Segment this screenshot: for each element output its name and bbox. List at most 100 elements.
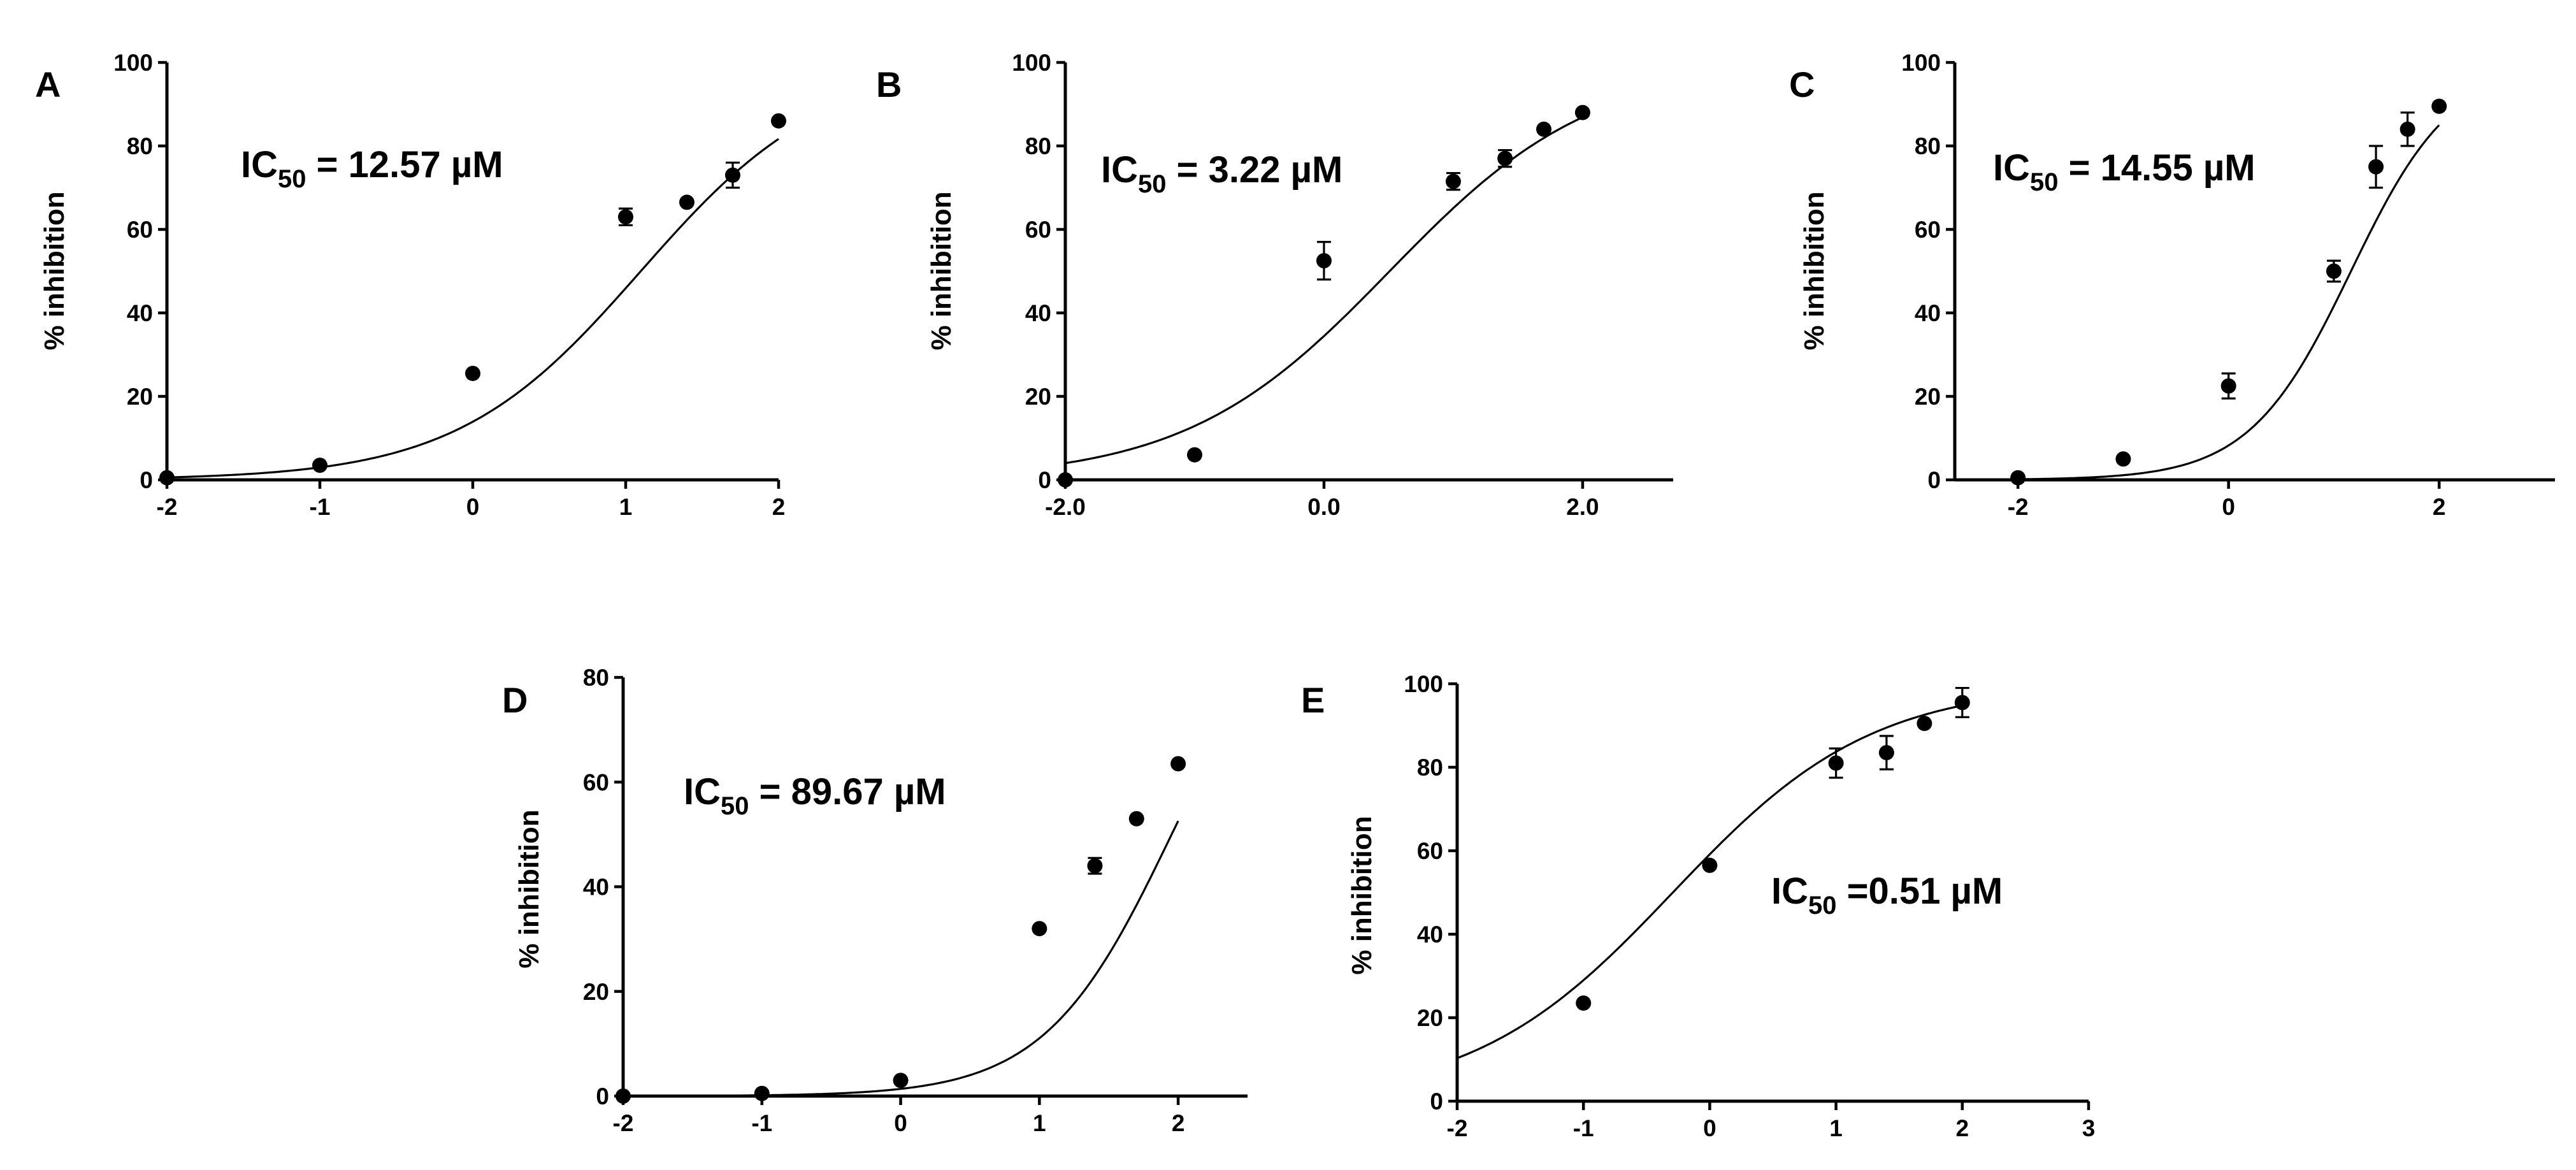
data-point	[1878, 745, 1894, 761]
y-tick-label: 0	[1927, 467, 1941, 493]
data-point	[1702, 857, 1718, 873]
ic50-value: = 89.67 µM	[749, 771, 946, 812]
panel-letter: D	[502, 680, 528, 720]
y-tick-label: 40	[583, 874, 609, 900]
data-point	[1828, 755, 1844, 771]
x-tick-label: -1	[1573, 1115, 1594, 1141]
x-tick-label: -2	[1447, 1115, 1468, 1141]
ic50-annotation: IC50 = 89.67 µM	[684, 771, 946, 820]
y-tick-label: 80	[1025, 133, 1051, 159]
panel-letter: C	[1789, 64, 1815, 105]
ic50-prefix: IC	[1101, 149, 1138, 191]
data-point	[754, 1085, 770, 1101]
y-tick-label: 0	[1038, 467, 1051, 493]
data-point	[2400, 121, 2415, 137]
data-point	[2431, 98, 2447, 114]
data-point	[2368, 159, 2384, 175]
x-tick-label: 2	[1956, 1115, 1969, 1141]
ic50-annotation: IC50 =0.51 µM	[1771, 870, 2003, 920]
x-tick-label: -2	[613, 1110, 634, 1136]
ic50-prefix: IC	[241, 144, 278, 185]
data-point	[159, 470, 175, 486]
y-tick-label: 60	[127, 217, 153, 243]
y-tick-label: 100	[1012, 50, 1051, 76]
y-tick-label: 60	[583, 769, 609, 795]
ic50-subscript: 50	[721, 792, 749, 820]
ic50-subscript: 50	[1138, 170, 1167, 198]
y-tick-label: 80	[1915, 133, 1941, 159]
y-axis-label: % inhibition	[39, 191, 70, 350]
data-point	[1170, 756, 1186, 772]
y-tick-label: 40	[1417, 921, 1443, 948]
data-point	[1917, 716, 1932, 732]
x-tick-label: 1	[1033, 1110, 1046, 1136]
ic50-prefix: IC	[1771, 870, 1808, 912]
fit-curve	[1457, 704, 1963, 1059]
y-tick-label: 40	[1025, 300, 1051, 326]
ic50-prefix: IC	[1993, 147, 2030, 189]
data-point	[1128, 811, 1144, 827]
y-tick-label: 20	[127, 384, 153, 410]
y-tick-label: 40	[1915, 300, 1941, 326]
x-tick-label: 2	[772, 494, 786, 520]
x-tick-label: 1	[1829, 1115, 1843, 1141]
y-tick-label: 80	[1417, 755, 1443, 781]
y-tick-label: 20	[1417, 1005, 1443, 1031]
y-axis-label: % inhibition	[926, 191, 957, 350]
x-tick-label: 1	[619, 494, 633, 520]
data-point	[2115, 451, 2131, 467]
x-tick-label: 2.0	[1566, 494, 1599, 520]
x-tick-label: 0	[1703, 1115, 1716, 1141]
data-point	[1576, 995, 1592, 1011]
data-point	[618, 209, 633, 225]
data-point	[1058, 472, 1073, 487]
y-tick-label: 60	[1915, 217, 1941, 243]
data-point	[2010, 470, 2026, 486]
fit-curve	[1065, 116, 1583, 465]
y-tick-label: 40	[127, 300, 153, 326]
y-tick-label: 100	[1901, 50, 1941, 76]
y-tick-label: 0	[140, 467, 153, 493]
data-point	[312, 458, 327, 473]
ic50-value: = 3.22 µM	[1167, 149, 1343, 191]
y-axis-label: % inhibition	[1799, 191, 1830, 350]
data-point	[2326, 263, 2342, 279]
data-point	[679, 194, 694, 210]
data-point	[1186, 447, 1202, 463]
x-tick-label: -2	[157, 494, 178, 520]
ic50-annotation: IC50 = 12.57 µM	[241, 144, 503, 193]
ic50-prefix: IC	[684, 771, 721, 812]
ic50-subscript: 50	[278, 165, 306, 193]
y-tick-label: 80	[127, 133, 153, 159]
x-tick-label: 3	[2082, 1115, 2096, 1141]
y-tick-label: 60	[1025, 217, 1051, 243]
data-point	[1574, 105, 1590, 120]
y-tick-label: 20	[1025, 384, 1051, 410]
ic50-value: =0.51 µM	[1837, 870, 2003, 912]
panel-e: E % inhibition -2 -1 0 1 2 3 0 20 40 60 80 100 IC50 =0…	[1301, 671, 2095, 1141]
y-axis-label: % inhibition	[1346, 816, 1378, 974]
y-axis-label: % inhibition	[514, 809, 545, 968]
y-tick-label: 20	[1915, 384, 1941, 410]
x-tick-label: -1	[310, 494, 331, 520]
data-point	[465, 365, 480, 381]
x-tick-label: -2	[2008, 494, 2029, 520]
fit-curve	[1955, 124, 2440, 481]
data-point	[893, 1072, 909, 1088]
x-tick-label: 0	[894, 1110, 907, 1136]
y-tick-label: 60	[1417, 838, 1443, 864]
ic50-subscript: 50	[1808, 892, 1837, 920]
data-point	[1536, 121, 1552, 137]
ic50-subscript: 50	[2030, 168, 2059, 196]
y-tick-label: 80	[583, 665, 609, 691]
fit-curve	[166, 138, 779, 479]
data-point	[615, 1088, 631, 1104]
x-tick-label: 2	[1172, 1110, 1185, 1136]
data-point	[725, 167, 740, 183]
y-tick-label: 100	[1404, 671, 1443, 697]
data-point	[1032, 921, 1047, 937]
panel-b: B % inhibition -2.0 0.0 2.0 0 20 40 60 80 100 IC50 …	[876, 50, 1673, 520]
ic50-value: = 12.57 µM	[306, 144, 503, 185]
